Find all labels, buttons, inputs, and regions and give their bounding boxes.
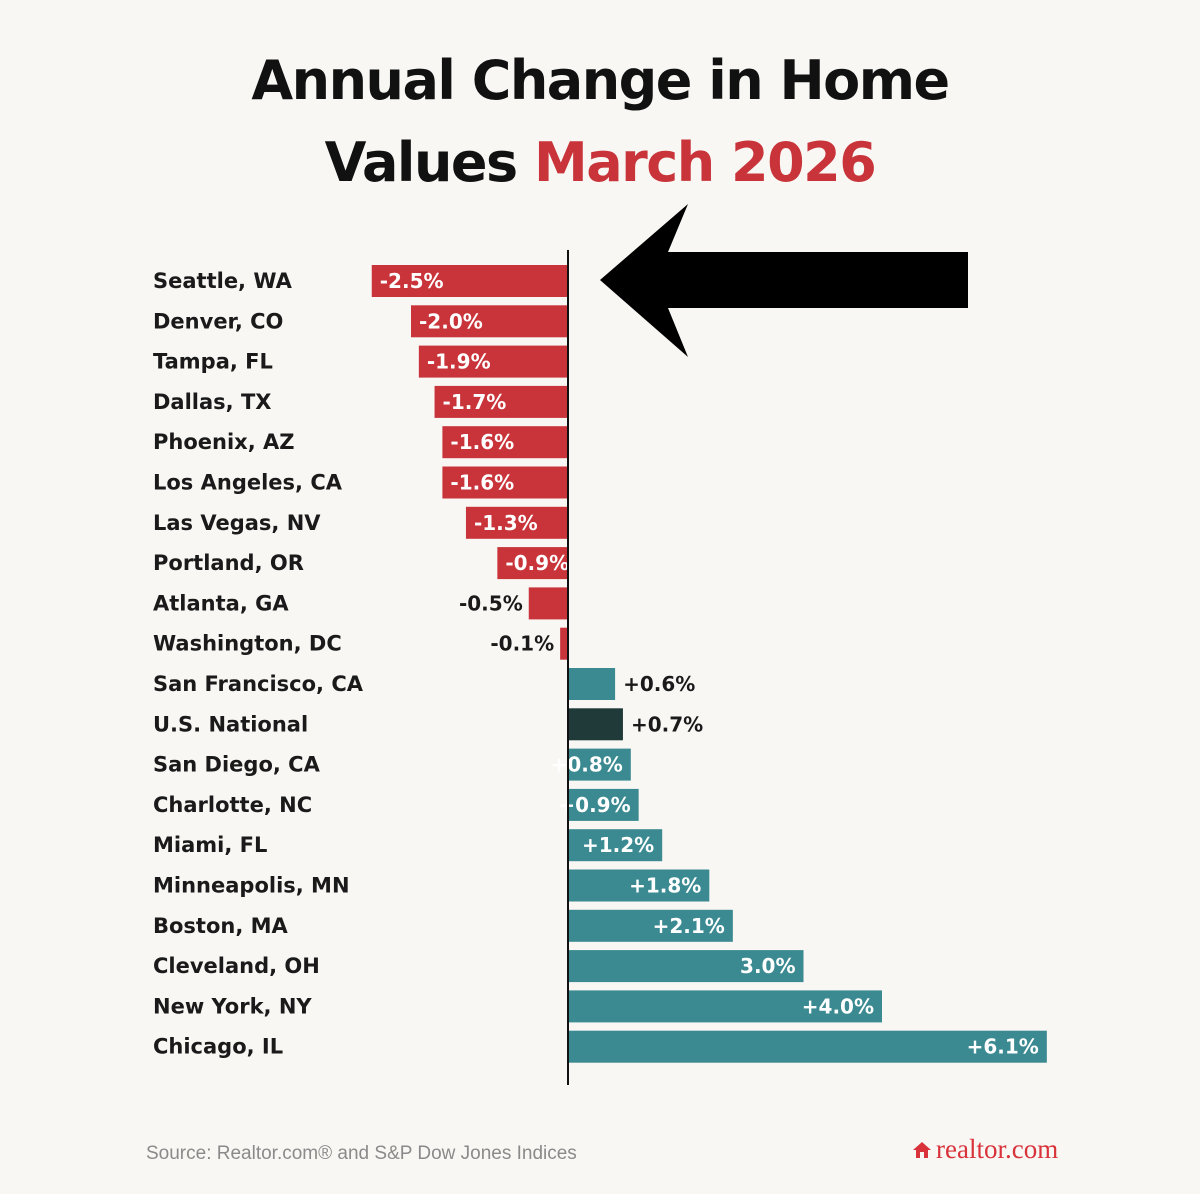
category-label: Portland, OR xyxy=(153,551,304,575)
data-label: +0.7% xyxy=(631,712,703,736)
source-note: Source: Realtor.com® and S&P Dow Jones I… xyxy=(146,1143,577,1164)
data-label: +2.1% xyxy=(653,914,725,938)
category-label: Miami, FL xyxy=(153,833,267,857)
bar-17 xyxy=(568,950,804,983)
data-label: -1.3% xyxy=(474,511,538,535)
bar-5 xyxy=(442,466,568,499)
data-label: +1.2% xyxy=(582,833,654,857)
category-label: Los Angeles, CA xyxy=(153,471,343,495)
bar-8 xyxy=(528,587,568,620)
bar-16 xyxy=(568,909,733,942)
bar-3 xyxy=(434,385,568,418)
bar-10 xyxy=(568,668,616,700)
category-label: Dallas, TX xyxy=(153,390,271,414)
bar-4 xyxy=(442,426,568,459)
bar-6 xyxy=(465,506,568,539)
title-line-1: Annual Change in Home xyxy=(251,49,950,112)
data-label: +6.1% xyxy=(967,1035,1039,1059)
category-label: Minneapolis, MN xyxy=(153,874,350,898)
category-label: New York, NY xyxy=(153,994,312,1018)
house-icon xyxy=(913,1141,931,1158)
data-label: +0.9% xyxy=(558,793,630,817)
data-label: -1.6% xyxy=(450,471,514,495)
title-line-2-plain: Values xyxy=(324,131,519,194)
bar-11 xyxy=(568,708,623,741)
bar-19 xyxy=(568,1030,1047,1063)
bar-18 xyxy=(568,990,882,1023)
category-label: Las Vegas, NV xyxy=(153,511,321,535)
bar-13 xyxy=(568,788,639,821)
bar-1 xyxy=(411,305,568,338)
category-label: Cleveland, OH xyxy=(153,954,320,978)
bar-15 xyxy=(568,869,710,902)
category-label: Phoenix, AZ xyxy=(153,430,294,454)
bar-0 xyxy=(371,265,568,297)
data-label: -0.9% xyxy=(505,551,569,575)
category-label: Boston, MA xyxy=(153,914,289,938)
data-label: +4.0% xyxy=(802,994,874,1018)
category-label: Tampa, FL xyxy=(153,350,273,374)
data-label: -1.7% xyxy=(443,390,507,414)
bar-12 xyxy=(568,748,631,781)
data-label: -1.9% xyxy=(427,350,491,374)
bar-9 xyxy=(560,627,568,660)
data-label: -0.5% xyxy=(459,591,523,615)
category-label: Charlotte, NC xyxy=(153,793,312,817)
category-label: San Diego, CA xyxy=(153,753,321,777)
data-label: +0.6% xyxy=(623,672,695,696)
data-label: -2.5% xyxy=(380,269,444,293)
brand-name: realtor.com xyxy=(936,1134,1059,1164)
bar-2 xyxy=(418,345,568,378)
data-label: -1.6% xyxy=(450,430,514,454)
title-line-2: Values March 2026 xyxy=(0,122,1200,204)
category-label: Seattle, WA xyxy=(153,269,293,293)
category-label: San Francisco, CA xyxy=(153,672,364,696)
category-label: Denver, CO xyxy=(153,309,283,333)
data-label: -0.1% xyxy=(490,632,554,656)
realtor-logo: realtor.com xyxy=(912,1134,1058,1165)
category-label: U.S. National xyxy=(153,712,308,736)
title-line-2-accent: March 2026 xyxy=(533,131,877,194)
data-label: 3.0% xyxy=(740,954,795,978)
data-label: +1.8% xyxy=(629,874,701,898)
bar-14 xyxy=(568,829,663,862)
category-label: Washington, DC xyxy=(153,632,342,656)
data-label: -2.0% xyxy=(419,309,483,333)
bar-7 xyxy=(497,547,568,580)
arrow-annotation xyxy=(600,204,968,357)
category-label: Chicago, IL xyxy=(153,1035,283,1059)
chart-title: Annual Change in Home Values March 2026 xyxy=(0,40,1200,204)
data-label: +0.8% xyxy=(551,753,623,777)
category-label: Atlanta, GA xyxy=(153,591,289,615)
